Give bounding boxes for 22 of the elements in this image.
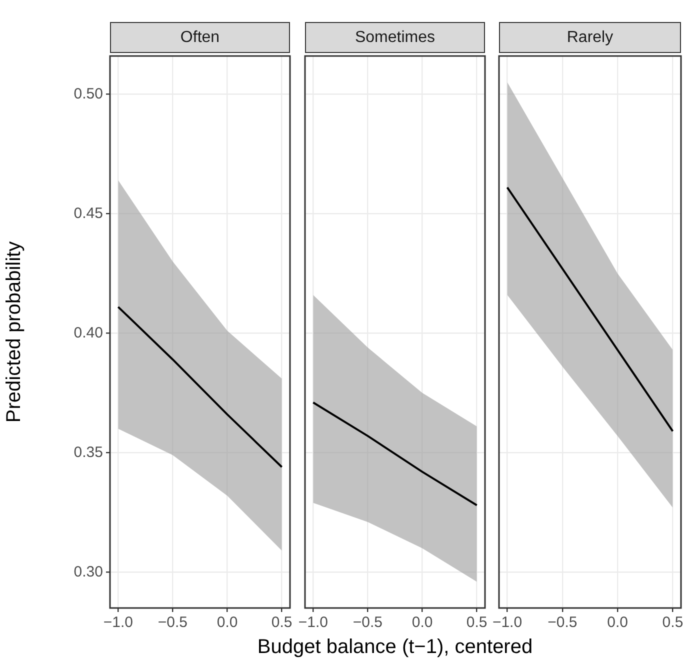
x-tick-label: −0.5 bbox=[548, 614, 578, 632]
x-tick-label: −1.0 bbox=[298, 614, 328, 632]
x-tick-label: 0.0 bbox=[216, 614, 238, 632]
y-tick-label: 0.50 bbox=[74, 85, 103, 102]
y-tick-label: 0.40 bbox=[74, 324, 103, 342]
chart-title: Often bbox=[110, 22, 290, 53]
x-tick-label: 0.0 bbox=[412, 614, 433, 632]
y-tick-label: 0.35 bbox=[74, 444, 103, 461]
x-tick-label: −0.5 bbox=[158, 614, 188, 632]
x-tick-label: −1.0 bbox=[492, 614, 522, 632]
x-axis-title: Budget balance (t−1), centered bbox=[256, 636, 534, 659]
chart-title: Rarely bbox=[499, 22, 681, 53]
x-tick-label: 0.5 bbox=[271, 614, 292, 632]
x-tick-label: −0.5 bbox=[352, 614, 383, 632]
chart-title: Sometimes bbox=[305, 22, 485, 53]
y-axis-title: Predicted probability bbox=[2, 240, 26, 425]
x-tick-label: 0.0 bbox=[607, 614, 628, 632]
x-tick-label: 0.5 bbox=[662, 614, 684, 632]
y-tick-label: 0.30 bbox=[74, 563, 103, 580]
x-tick-label: 0.5 bbox=[466, 614, 488, 632]
x-tick-label: −1.0 bbox=[103, 614, 133, 632]
y-tick-label: 0.45 bbox=[74, 204, 103, 222]
